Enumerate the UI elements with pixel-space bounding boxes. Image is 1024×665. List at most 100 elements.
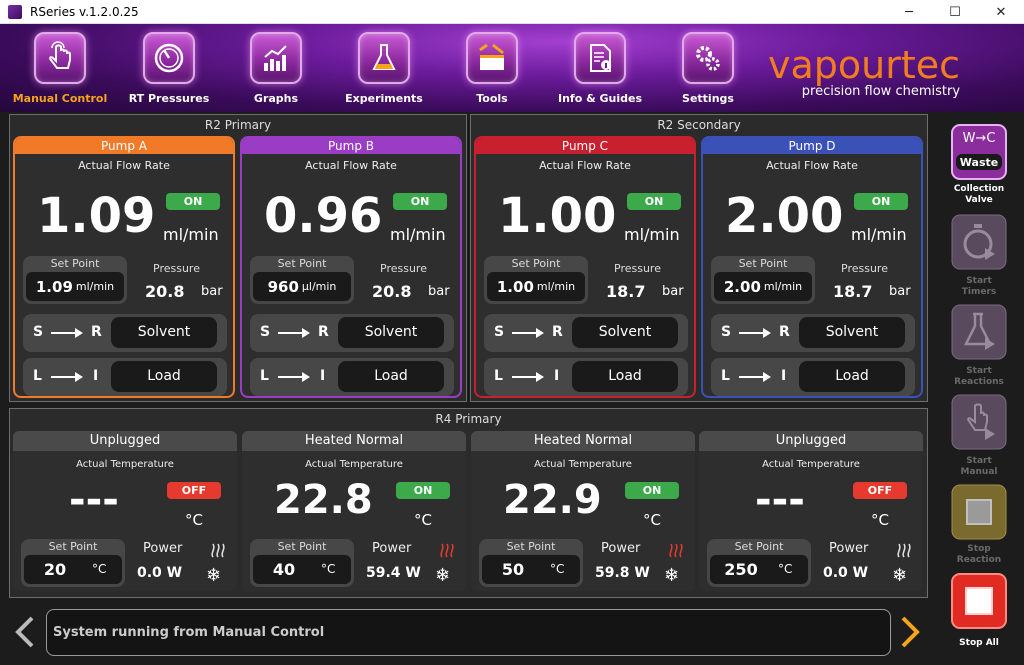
solvent-valve-button[interactable]: Solvent <box>799 317 905 348</box>
heater-set-point-control[interactable]: Set Point 20 °C <box>21 539 125 587</box>
heater-toggle[interactable]: ON <box>396 482 450 499</box>
stop-reaction-button[interactable] <box>951 484 1007 540</box>
set-point-unit: ml/min <box>75 280 115 293</box>
pump-on-toggle[interactable]: ON <box>627 193 681 210</box>
start-reactions-button[interactable] <box>951 304 1007 360</box>
load-valve-row: L I Load <box>250 358 454 396</box>
nav-rt-pressures[interactable]: RT Pressures <box>119 32 219 105</box>
nav-experiments[interactable]: Experiments <box>334 32 434 105</box>
stop-all-icon <box>951 573 1007 629</box>
power-value: 59.8 W <box>595 565 650 581</box>
set-point-unit: °C <box>778 562 793 576</box>
nav-info-guides[interactable]: Info & Guides <box>550 32 650 105</box>
set-point-field[interactable]: 20 °C <box>24 555 122 584</box>
valve-to: I <box>93 368 99 384</box>
pump-on-toggle[interactable]: ON <box>854 193 908 210</box>
pressure-value: 18.7 <box>606 282 646 301</box>
heater-card-2: Heated Normal Actual Temperature 22.8 ON… <box>242 431 466 591</box>
solvent-valve-button[interactable]: Solvent <box>111 317 217 348</box>
solvent-valve-row: S R Solvent <box>250 314 454 352</box>
nav-graphs[interactable]: Graphs <box>226 32 326 105</box>
flow-unit: ml/min <box>851 225 907 244</box>
load-valve-button[interactable]: Load <box>338 361 444 392</box>
start-manual-button[interactable] <box>951 394 1007 450</box>
flow-rate-label: Actual Flow Rate <box>305 159 397 172</box>
solvent-valve-button[interactable]: Solvent <box>338 317 444 348</box>
set-point-unit: °C <box>550 562 565 576</box>
status-message: System running from Manual Control <box>53 625 325 640</box>
heater-set-point-control[interactable]: Set Point 50 °C <box>479 539 583 587</box>
temperature-label: Actual Temperature <box>76 459 174 470</box>
load-valve-button[interactable]: Load <box>799 361 905 392</box>
actual-temperature: --- <box>69 477 119 523</box>
collection-valve-label: Collection Valve <box>953 184 1005 205</box>
app-icon <box>8 4 22 19</box>
previous-arrow-icon[interactable] <box>10 614 40 650</box>
set-point-unit: °C <box>92 562 107 576</box>
heat-waves-icon <box>897 543 911 558</box>
arrow-right-icon <box>278 328 310 338</box>
temperature-label: Actual Temperature <box>305 459 403 470</box>
pressure-label: Pressure <box>614 262 661 275</box>
group-title: R2 Secondary <box>657 118 741 132</box>
group-title: R2 Primary <box>204 118 272 132</box>
top-navigation: Manual Control RT Pressures Graphs Exper… <box>0 24 1024 112</box>
set-point-field[interactable]: 1.00 ml/min <box>487 272 585 301</box>
status-bar: System running from Manual Control <box>46 609 891 656</box>
set-point-label: Set Point <box>506 540 556 553</box>
set-point-field[interactable]: 2.00 ml/min <box>714 272 812 301</box>
heater-toggle[interactable]: ON <box>625 482 679 499</box>
heater-set-point-control[interactable]: Set Point 40 °C <box>250 539 354 587</box>
heater-card-4: Unplugged Actual Temperature --- OFF °C … <box>699 431 923 591</box>
valve-from: S <box>33 324 44 340</box>
load-valve-row: L I Load <box>23 358 227 396</box>
pump-on-toggle[interactable]: ON <box>393 193 447 210</box>
set-point-value: 1.00 <box>496 277 534 296</box>
set-point-field[interactable]: 960 µl/min <box>253 272 351 301</box>
set-point-control[interactable]: Set Point 960 µl/min <box>250 256 354 304</box>
collection-valve-button[interactable] <box>951 124 1007 180</box>
solvent-valve-button[interactable]: Solvent <box>572 317 678 348</box>
nav-label: Settings <box>682 92 734 105</box>
nav-manual-control[interactable]: Manual Control <box>10 32 110 105</box>
pressure-value: 20.8 <box>372 282 412 301</box>
set-point-control[interactable]: Set Point 1.09 ml/min <box>23 256 127 304</box>
heater-set-point-control[interactable]: Set Point 250 °C <box>707 539 811 587</box>
start-timers-button[interactable] <box>951 214 1007 270</box>
heater-status: Unplugged <box>13 431 237 451</box>
load-valve-button[interactable]: Load <box>572 361 678 392</box>
set-point-field[interactable]: 40 °C <box>253 555 351 584</box>
nav-tools[interactable]: Tools <box>442 32 542 105</box>
gears-icon <box>696 46 720 71</box>
heater-card-1: Unplugged Actual Temperature --- OFF °C … <box>13 431 237 591</box>
set-point-control[interactable]: Set Point 1.00 ml/min <box>484 256 588 304</box>
load-valve-button[interactable]: Load <box>111 361 217 392</box>
set-point-field[interactable]: 1.09 ml/min <box>26 272 124 301</box>
stop-all-button[interactable] <box>951 573 1007 629</box>
pressure-unit: bar <box>889 284 911 299</box>
flow-unit: ml/min <box>624 225 680 244</box>
set-point-control[interactable]: Set Point 2.00 ml/min <box>711 256 815 304</box>
temperature-unit: °C <box>414 511 432 529</box>
arrow-right-icon <box>739 372 771 382</box>
arrow-right-icon <box>51 328 83 338</box>
nav-settings[interactable]: Settings <box>658 32 758 105</box>
nav-label: Experiments <box>345 92 423 105</box>
set-point-value: 2.00 <box>723 277 761 296</box>
pump-on-toggle[interactable]: ON <box>166 193 220 210</box>
flow-unit: ml/min <box>390 225 446 244</box>
next-arrow-icon[interactable] <box>895 614 925 650</box>
heater-toggle[interactable]: OFF <box>853 482 907 499</box>
heater-status: Unplugged <box>699 431 923 451</box>
heater-status: Heated Normal <box>471 431 695 451</box>
close-button[interactable]: ✕ <box>995 4 1007 20</box>
set-point-field[interactable]: 50 °C <box>482 555 580 584</box>
temperature-unit: °C <box>871 511 889 529</box>
set-point-field[interactable]: 250 °C <box>710 555 808 584</box>
maximize-button[interactable]: ☐ <box>949 4 961 20</box>
heater-toggle[interactable]: OFF <box>167 482 221 499</box>
set-point-label: Set Point <box>277 540 327 553</box>
pressure-unit: bar <box>428 284 450 299</box>
temperature-label: Actual Temperature <box>762 459 860 470</box>
minimize-button[interactable]: ─ <box>905 4 913 20</box>
